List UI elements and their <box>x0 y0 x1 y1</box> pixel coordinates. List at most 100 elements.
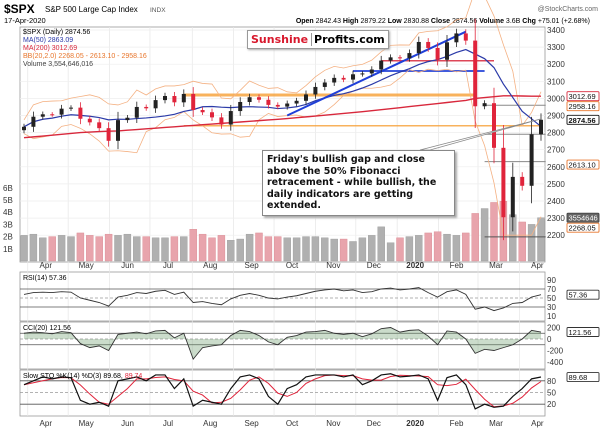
price-tick-label: 3400 <box>547 26 565 35</box>
rsi-label: RSI(14) 57.36 <box>23 275 67 282</box>
volume-bar <box>424 232 432 262</box>
rsi-tick-label: 70 <box>547 285 556 294</box>
value-box-cci_box <box>566 327 600 337</box>
legend: $SPX (Daily) 2874.56 MA(50) 2863.09 MA(2… <box>23 29 147 380</box>
candle-body <box>313 86 318 95</box>
value-box-bb_upper <box>566 101 600 112</box>
sto-panel <box>19 369 546 417</box>
legend-volume: Volume 3,554,646,016 <box>23 61 93 68</box>
x-tick-label: Aug <box>203 261 217 270</box>
cci-label: CCI(20) 121.56 <box>23 325 71 332</box>
value-box-bb_mid <box>566 159 600 170</box>
cci-panel <box>19 321 546 370</box>
volume-bar <box>386 242 395 262</box>
cci-tick-label: -200 <box>547 347 564 356</box>
candle-body <box>360 73 365 75</box>
volume-bar <box>57 235 66 262</box>
rsi-line <box>23 287 542 312</box>
x-tick-label: 2020 <box>406 261 424 270</box>
x-tick-label: Jul <box>163 261 173 270</box>
volume-bar <box>471 213 479 262</box>
candle-body <box>153 100 158 109</box>
candle-body <box>539 119 543 135</box>
candle-body <box>181 93 186 103</box>
volume-bar <box>452 235 461 262</box>
sto-k-line <box>23 373 542 410</box>
price-tick-label: 2300 <box>547 214 565 223</box>
candle-body <box>125 117 130 121</box>
candle-body <box>416 41 421 54</box>
volume-bar <box>480 208 489 262</box>
x-tick-label: Oct <box>286 261 299 270</box>
cci-tick-label: 0 <box>547 335 552 344</box>
candle-body <box>275 104 280 107</box>
volume-bar <box>527 224 536 262</box>
value-box-sto_box <box>566 372 600 382</box>
candle-body <box>210 112 214 118</box>
volume-bar <box>433 231 442 262</box>
candle-body <box>134 106 139 118</box>
x-tick-label: Feb <box>450 261 464 270</box>
candle-body <box>285 103 290 107</box>
price-tick-label: 2800 <box>547 129 565 138</box>
candle-body <box>87 118 92 123</box>
annotation-box: Friday's bullish gap and close above the… <box>262 150 455 216</box>
x-tick-label: Aug <box>203 419 217 428</box>
x-tick-label: Jul <box>163 419 173 428</box>
value-box-close <box>566 114 600 125</box>
volume-bar <box>462 232 470 262</box>
candle-body <box>407 53 412 59</box>
candle-body <box>426 41 431 48</box>
candle-body <box>369 69 374 74</box>
volume-bar <box>48 236 56 262</box>
open-value: 2842.43 <box>316 18 341 25</box>
candle-body <box>59 108 64 115</box>
x-tick-label: May <box>79 261 94 270</box>
candle-body <box>97 122 102 129</box>
cci-tick-label: 200 <box>547 324 561 333</box>
value-label-sto_box: 89.68 <box>569 373 588 382</box>
x-tick-label: Apr <box>531 419 544 428</box>
price-tick-label: 2700 <box>547 146 565 155</box>
rsi-panel <box>19 271 546 322</box>
x-tick-label: Sep <box>245 261 260 270</box>
candle-body <box>219 117 224 125</box>
candle-body <box>144 106 149 109</box>
value-label-cci_box: 121.56 <box>569 328 592 337</box>
legend-ma200: MA(200) 3012.69 <box>23 45 77 52</box>
volume-bar <box>95 236 103 262</box>
volume-bar <box>490 202 498 262</box>
bollinger-lower <box>23 68 542 236</box>
x-tick-label: Apr <box>40 261 53 270</box>
candle-body <box>31 116 36 127</box>
value-label-bb_mid: 2613.10 <box>569 161 596 170</box>
ma50-line <box>23 48 542 128</box>
cci-line <box>23 327 542 361</box>
volume-bar <box>368 235 376 262</box>
volume-bar <box>208 237 216 262</box>
volume-bar <box>170 236 179 262</box>
candle-body <box>228 111 233 125</box>
volume-tick-label: 3B <box>3 220 13 229</box>
legend-price: $SPX (Daily) 2874.56 <box>23 29 90 36</box>
volume-bar <box>274 236 282 262</box>
candle-body <box>351 74 355 80</box>
candle-body <box>473 40 478 107</box>
price-tick-label: 3300 <box>547 43 565 52</box>
candle-body <box>510 176 515 218</box>
candle-body <box>398 57 402 59</box>
volume-tick-label: 6B <box>3 184 13 193</box>
candle-body <box>304 94 308 101</box>
volume-bar <box>236 238 244 262</box>
candle-body <box>454 33 459 43</box>
volume-bar <box>227 240 235 262</box>
volume-bar <box>198 233 207 262</box>
x-tick-label: Mar <box>489 261 503 270</box>
x-tick-label: Nov <box>326 261 340 270</box>
volume-bar <box>86 235 94 262</box>
candle-body <box>257 97 261 100</box>
legend-bb: BB(20,2.0) 2268.05 - 2613.10 - 2958.16 <box>23 53 147 60</box>
price-panel <box>19 26 546 263</box>
close-value: 2874.56 <box>452 18 477 25</box>
